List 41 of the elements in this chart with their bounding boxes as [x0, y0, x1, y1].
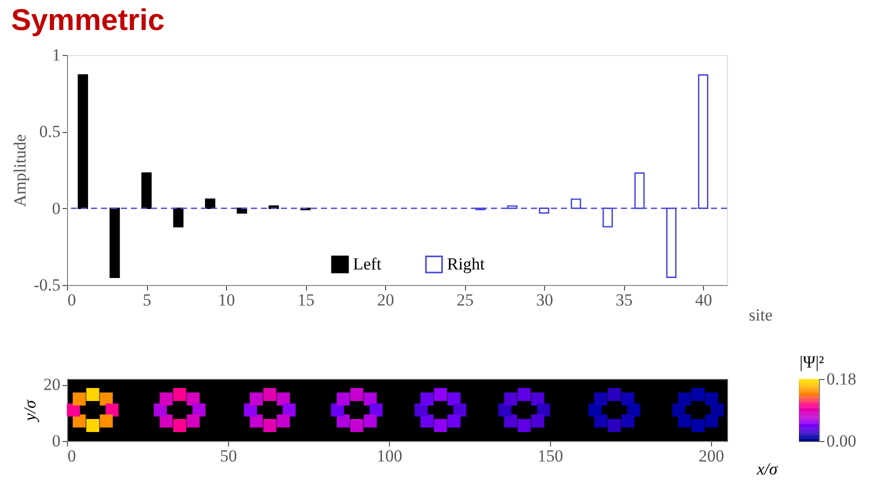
chart-title: Symmetric	[11, 4, 165, 37]
x-tick-label: 40	[695, 290, 712, 310]
bar	[204, 198, 216, 209]
bar	[110, 208, 120, 278]
bar	[602, 208, 613, 228]
bar	[698, 74, 708, 209]
bar	[634, 172, 645, 209]
y-tick-label: 1	[52, 46, 60, 64]
legend-label: Right	[447, 254, 486, 274]
y-tick-label: 20	[44, 375, 60, 394]
x-tick-label: 0	[68, 446, 76, 466]
x-tick-label: 20	[377, 290, 394, 310]
x-axis-title: site	[748, 306, 772, 324]
y-axis-title: y/σ	[20, 400, 40, 423]
x-tick-label: 200	[698, 446, 724, 466]
x-tick-label: 0	[68, 290, 76, 310]
x-tick-label: 35	[616, 290, 633, 310]
y-axis-title: Amplitude	[10, 134, 30, 207]
legend-label: Left	[353, 254, 382, 274]
color-bar-label: 0.18	[826, 370, 856, 388]
y-tick-label: 0.5	[39, 122, 60, 142]
x-tick-label: 50	[220, 446, 237, 466]
color-bar-label: 0.00	[826, 432, 856, 450]
bar	[173, 208, 184, 228]
y-tick-label: -0.5	[34, 276, 60, 294]
bar	[666, 208, 676, 278]
x-tick-label: 25	[456, 290, 474, 310]
bar	[570, 198, 582, 209]
x-tick-label: 30	[536, 290, 554, 310]
color-bar-title: |Ψ|²	[800, 352, 824, 372]
y-tick-label: 0	[52, 198, 60, 218]
x-tick-label: 100	[376, 446, 402, 466]
bar	[141, 172, 152, 209]
x-tick-label: 5	[142, 290, 152, 310]
x-axis-title: x/σ	[756, 460, 778, 478]
bar	[78, 74, 88, 209]
y-tick-label: 0	[52, 432, 60, 450]
x-tick-label: 10	[218, 290, 236, 310]
bar	[538, 208, 550, 214]
x-tick-label: 150	[538, 446, 564, 466]
x-tick-label: 15	[298, 290, 315, 310]
